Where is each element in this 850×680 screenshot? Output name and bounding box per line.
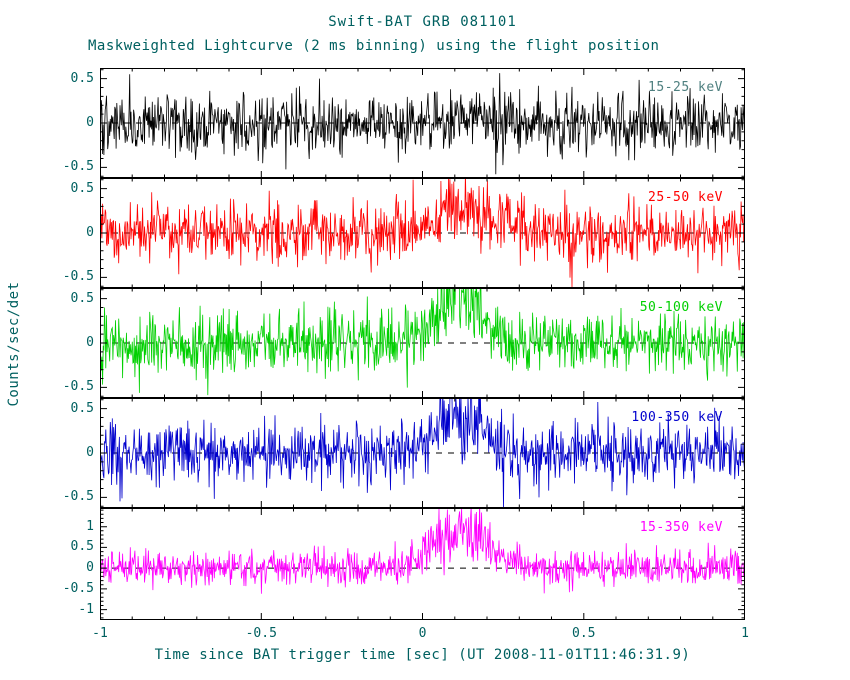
y-tick-label: 0 bbox=[86, 445, 94, 461]
chart-subtitle: Maskweighted Lightcurve (2 ms binning) u… bbox=[88, 38, 660, 54]
panel-frame bbox=[100, 288, 745, 398]
y-tick-label: -0.5 bbox=[62, 159, 94, 175]
x-tick-label: 1 bbox=[741, 626, 749, 641]
y-tick-label: 0.5 bbox=[70, 539, 94, 555]
panel-50-100-keV bbox=[100, 288, 745, 398]
y-tick-label: 0 bbox=[86, 560, 94, 576]
panel-100-350-keV bbox=[100, 398, 745, 508]
panel-frame bbox=[100, 508, 745, 620]
y-tick-label: -0.5 bbox=[62, 489, 94, 505]
y-tick-label: -0.5 bbox=[62, 379, 94, 395]
series-line-15-350-keV bbox=[100, 508, 745, 594]
axis-ticks bbox=[100, 178, 745, 288]
band-label-50-100-keV: 50-100 keV bbox=[639, 300, 723, 315]
panel-frame bbox=[100, 178, 745, 288]
band-label-15-25-keV: 15-25 keV bbox=[648, 80, 723, 95]
chart-title: Swift-BAT GRB 081101 bbox=[328, 14, 517, 30]
y-tick-label: 0 bbox=[86, 225, 94, 241]
panel-15-350-keV bbox=[100, 508, 745, 620]
panel-frame bbox=[100, 398, 745, 508]
x-axis-label: Time since BAT trigger time [sec] (UT 20… bbox=[154, 647, 691, 663]
y-tick-label: -0.5 bbox=[62, 581, 94, 597]
y-tick-label: 0 bbox=[86, 115, 94, 131]
series-line-50-100-keV bbox=[100, 288, 745, 396]
series-line-25-50-keV bbox=[100, 178, 745, 288]
y-tick-label: -1 bbox=[78, 601, 94, 617]
y-axis-label: Counts/sec/det bbox=[6, 281, 22, 407]
axis-ticks bbox=[100, 288, 745, 398]
y-tick-label: -0.5 bbox=[62, 269, 94, 285]
panel-25-50-keV bbox=[100, 178, 745, 288]
band-label-25-50-keV: 25-50 keV bbox=[648, 190, 723, 205]
band-label-15-350-keV: 15-350 keV bbox=[639, 520, 723, 535]
y-tick-label: 0.5 bbox=[70, 70, 94, 86]
y-tick-label: 1 bbox=[86, 518, 94, 534]
x-tick-label: 0.5 bbox=[572, 626, 596, 641]
y-tick-label: 0.5 bbox=[70, 400, 94, 416]
series-line-15-25-keV bbox=[100, 73, 745, 175]
band-label-100-350-keV: 100-350 keV bbox=[631, 410, 723, 425]
panel-15-25-keV bbox=[100, 68, 745, 178]
y-tick-label: 0 bbox=[86, 335, 94, 351]
y-tick-label: 0.5 bbox=[70, 290, 94, 306]
series-line-100-350-keV bbox=[100, 398, 745, 508]
x-tick-label: 0 bbox=[418, 626, 427, 641]
x-tick-label: -1 bbox=[92, 626, 108, 641]
y-tick-label: 0.5 bbox=[70, 180, 94, 196]
axis-ticks bbox=[100, 68, 745, 178]
axis-ticks bbox=[100, 398, 745, 508]
panel-frame bbox=[100, 68, 745, 178]
x-tick-label: -0.5 bbox=[245, 626, 277, 641]
axis-ticks bbox=[100, 508, 745, 620]
